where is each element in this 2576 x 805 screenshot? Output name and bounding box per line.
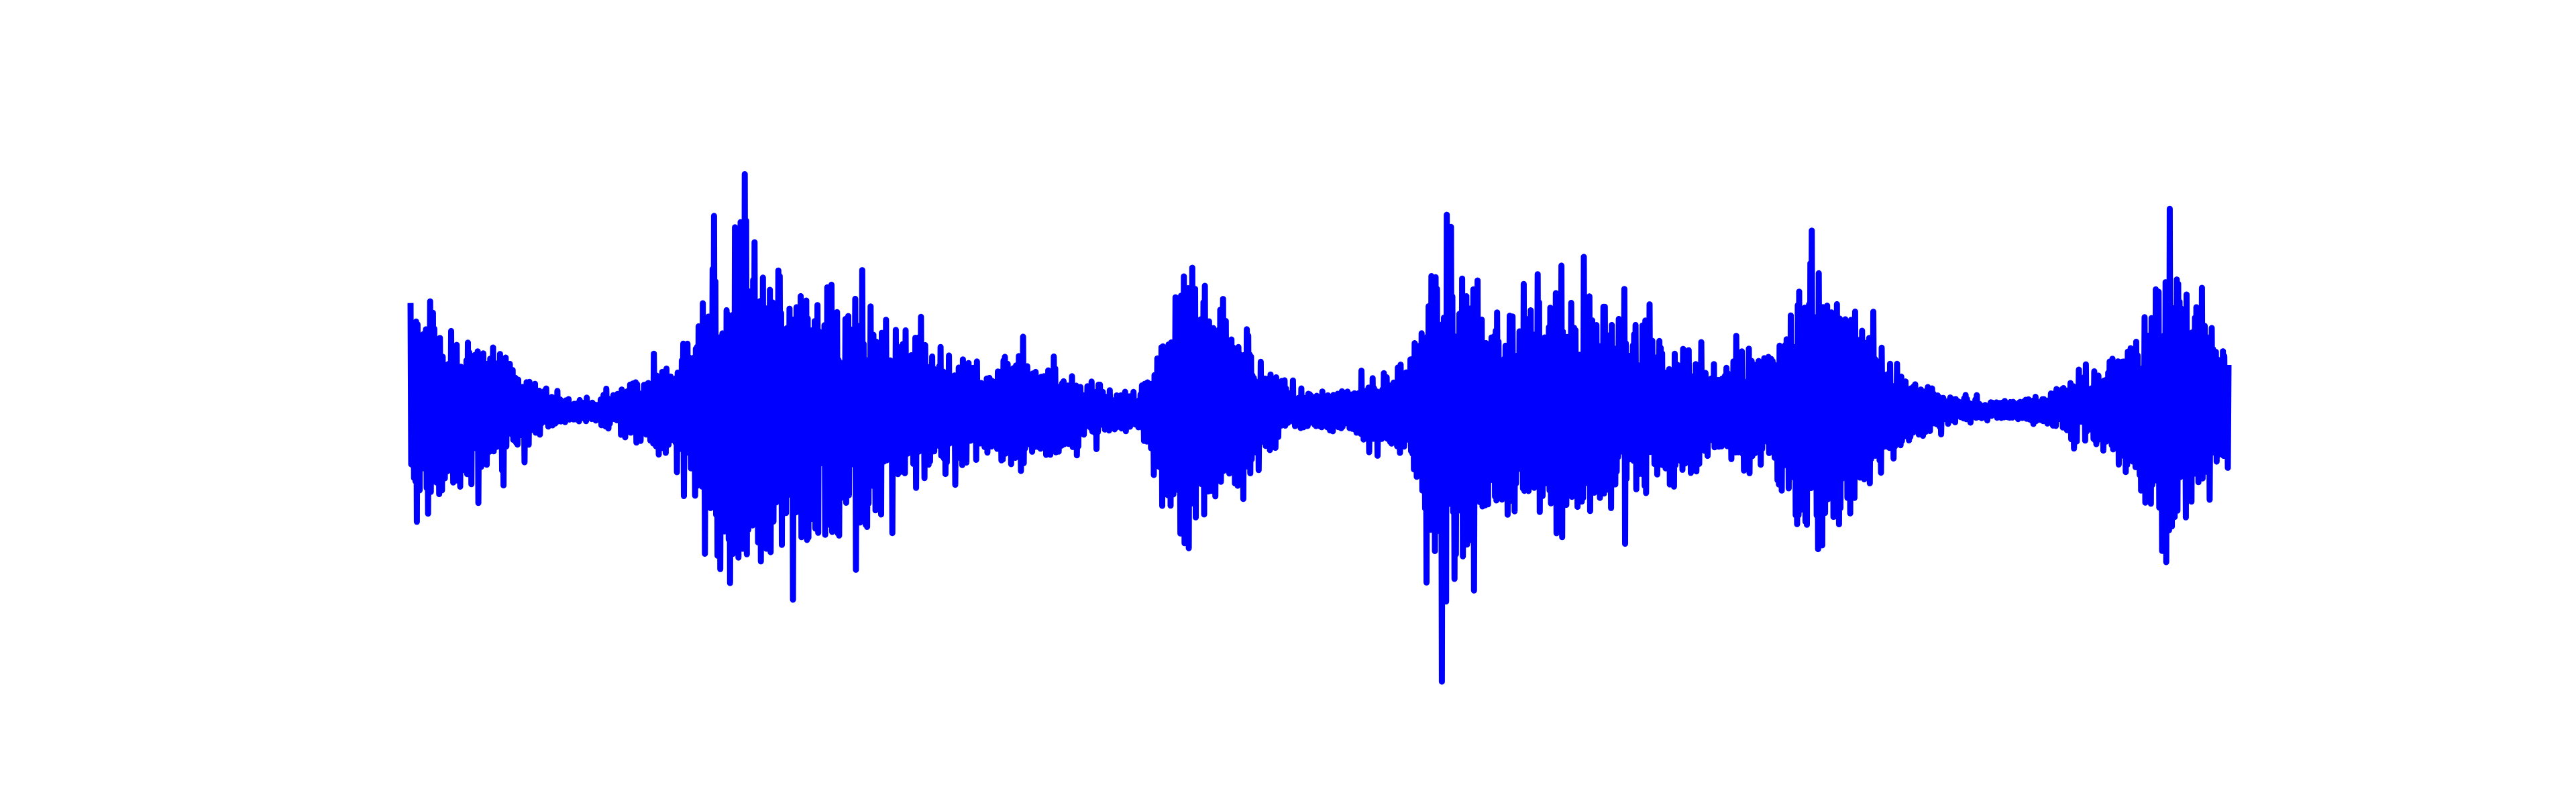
plot-area (407, 171, 2232, 685)
waveform-series-line (407, 171, 2232, 685)
